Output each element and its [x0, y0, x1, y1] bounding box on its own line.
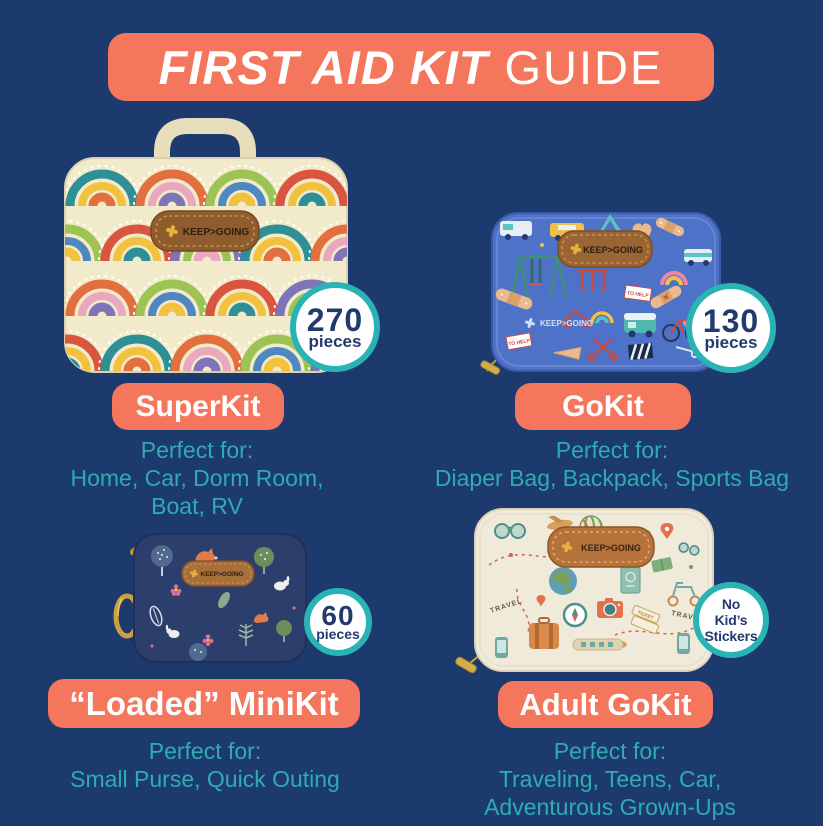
brand-patch: KEEP>GOING — [181, 560, 255, 587]
use-line: Traveling, Teens, Car, — [498, 766, 722, 792]
use-line: Small Purse, Quick Outing — [70, 766, 340, 792]
piece-count: 270 — [306, 301, 364, 338]
kit-name: GoKit — [562, 389, 644, 423]
superkit-handle — [154, 118, 256, 174]
brand-patch: KEEP>GOING — [547, 526, 655, 568]
brand-patch-text: KEEP>GOING — [583, 245, 643, 255]
piece-unit: pieces — [316, 626, 360, 642]
gokit-bag-image: TO HELP KEEP>GOING TO HELP KEEP>GOING — [480, 212, 721, 375]
badge-line: Stickers — [704, 628, 758, 644]
woodland-pattern — [149, 545, 296, 661]
brand-patch: KEEP>GOING — [150, 210, 260, 252]
svg-text:TO HELP: TO HELP — [508, 338, 531, 348]
piece-unit: pieces — [704, 332, 758, 352]
superkit-perfect-for: Perfect for: Home, Car, Dorm Room, Boat,… — [32, 436, 362, 520]
brand-pinwheel-icon — [166, 225, 178, 237]
no-kids-stickers-badge: No Kid’s Stickers — [693, 582, 769, 658]
piece-count: 60 — [321, 600, 355, 631]
brand-patch-text: KEEP>GOING — [200, 571, 243, 578]
title-suffix: GUIDE — [504, 40, 664, 94]
use-line: Diaper Bag, Backpack, Sports Bag — [434, 465, 790, 491]
brand-patch: KEEP>GOING — [557, 230, 653, 268]
perfect-for-heading: Perfect for: — [555, 437, 669, 463]
kit-name: Adult GoKit — [519, 686, 692, 722]
perfect-for-heading: Perfect for: — [140, 437, 254, 463]
minikit-perfect-for: Perfect for: Small Purse, Quick Outing — [25, 737, 385, 793]
gokit-name-label: GoKit — [515, 383, 691, 430]
minikit-piece-count-badge: 60 pieces — [304, 588, 372, 656]
superkit-name-label: SuperKit — [112, 383, 284, 430]
adult-gokit-perfect-for: Perfect for: Traveling, Teens, Car, Adve… — [430, 737, 790, 821]
travel-pattern: TICKET TRAVEL TRAVEL — [488, 515, 705, 658]
svg-text:TICKET: TICKET — [637, 610, 654, 621]
superkit-piece-count-badge: 270 pieces — [290, 282, 380, 372]
svg-text:KEEP>GOING: KEEP>GOING — [540, 319, 593, 328]
badge-line: No — [721, 596, 741, 612]
svg-text:TO HELP: TO HELP — [627, 290, 650, 299]
kit-name: SuperKit — [135, 389, 261, 423]
brand-patch-text: KEEP>GOING — [183, 227, 250, 238]
gokit-perfect-for: Perfect for: Diaper Bag, Backpack, Sport… — [412, 436, 812, 492]
use-line: Home, Car, Dorm Room, — [70, 465, 324, 491]
badge-line: Kid’s — [714, 612, 748, 628]
piece-count: 130 — [702, 302, 760, 339]
adult-gokit-bag-image: TICKET TRAVEL TRAVEL KEEP>GOING — [455, 508, 714, 674]
playground-pattern: TO HELP KEEP>GOING TO HELP — [495, 214, 712, 362]
gokit-piece-count-badge: 130 pieces — [686, 283, 776, 373]
minikit-bag-image: KEEP>GOING — [113, 533, 307, 663]
perfect-for-heading: Perfect for: — [148, 738, 262, 764]
piece-unit: pieces — [308, 331, 362, 351]
gokit-zipper-pull — [480, 360, 501, 375]
perfect-for-heading: Perfect for: — [553, 738, 667, 764]
brand-patch-text: KEEP>GOING — [581, 543, 641, 553]
use-line: Adventurous Grown-Ups — [484, 794, 736, 820]
title-banner: FIRST AID KIT GUIDE — [108, 33, 714, 101]
superkit-bag-image: KEEP>GOING — [64, 118, 348, 373]
title-emphasis: FIRST AID KIT — [158, 40, 489, 94]
adult-gokit-name-label: Adult GoKit — [498, 681, 713, 728]
use-line: Boat, RV — [151, 493, 243, 519]
kit-name: “Loaded” MiniKit — [69, 684, 339, 722]
adult-zipper-pull — [455, 656, 477, 674]
minikit-name-label: “Loaded” MiniKit — [48, 679, 360, 728]
